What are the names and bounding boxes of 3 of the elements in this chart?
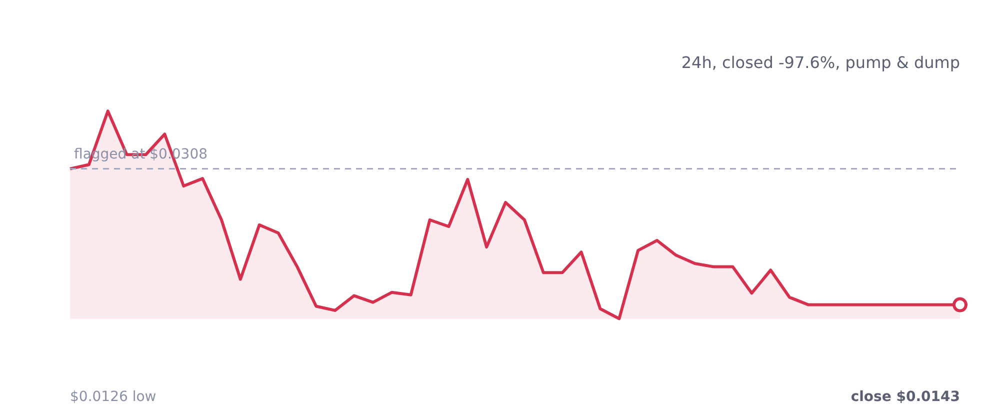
text: $0.0126 low (70, 389, 156, 405)
text: close $0.0143 (850, 389, 960, 405)
chart-subtitle: 24h, closed -97.6%, pump & dump (681, 53, 960, 72)
